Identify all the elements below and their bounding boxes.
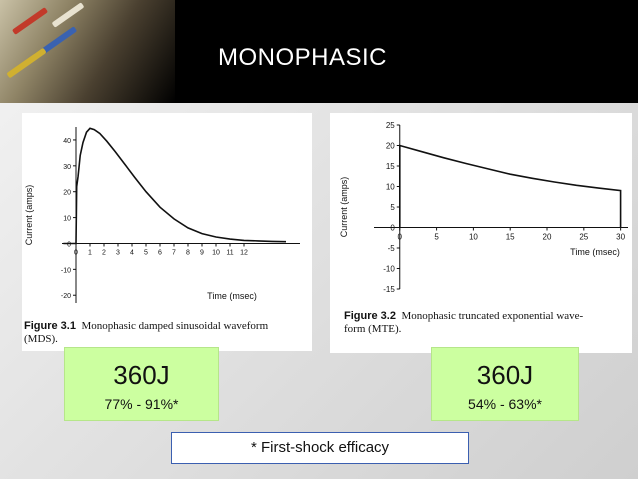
decorative-stripe [51, 2, 85, 28]
y-tick-label: 20 [386, 142, 395, 151]
mte-energy-value: 360J [476, 360, 534, 390]
title-bar: MONOPHASIC [0, 0, 638, 103]
y-tick-label: -5 [388, 244, 396, 253]
x-tick-label: 3 [116, 249, 120, 256]
y-tick-label: -10 [383, 265, 395, 274]
y-ticks: -20 -10 0 10 20 30 40 [61, 138, 76, 300]
decorative-stripe [11, 7, 49, 35]
x-tick-label: 25 [579, 233, 588, 242]
y-tick-label: 10 [63, 216, 71, 223]
x-tick-label: 15 [506, 233, 515, 242]
x-tick-label: 12 [240, 249, 248, 256]
caption-text: Monophasic truncated exponential wave- [401, 310, 584, 322]
x-tick-label: 9 [200, 249, 204, 256]
y-tick-label: 40 [63, 138, 71, 145]
figure-number: Figure 3.2 [344, 310, 396, 322]
x-tick-label: 4 [130, 249, 134, 256]
x-tick-label: 11 [226, 249, 233, 256]
y-tick-label: 10 [386, 183, 395, 192]
caption-text-line2: form (MTE). [344, 323, 402, 335]
y-tick-label: 25 [386, 121, 395, 130]
figure-caption: Figure 3.2 Monophasic truncated exponent… [344, 310, 630, 336]
caption-text: Monophasic damped sinusoidal waveform [81, 320, 269, 332]
mds-energy-box: 360J 77% - 91%* [64, 347, 219, 421]
y-tick-label: 30 [63, 164, 71, 171]
x-tick-label: 8 [186, 249, 190, 256]
y-axis-label: Current (amps) [339, 177, 349, 238]
slide-title: MONOPHASIC [218, 44, 388, 71]
x-tick-label: 20 [543, 233, 552, 242]
x-tick-label: 30 [616, 233, 625, 242]
footnote-text: * First-shock efficacy [250, 439, 390, 456]
x-tick-label: 0 [74, 249, 78, 256]
x-tick-label: 5 [434, 233, 439, 242]
mds-energy-value: 360J [113, 360, 170, 390]
figure-caption: Figure 3.1 Monophasic damped sinusoidal … [24, 320, 310, 346]
x-ticks: 0 1 2 3 4 5 6 7 8 9 10 11 12 [74, 243, 248, 256]
mte-efficacy-range: 54% - 63%* [468, 396, 542, 412]
x-tick-label: 5 [144, 249, 148, 256]
caption-text-line2: (MDS). [24, 333, 58, 345]
x-tick-label: 10 [469, 233, 478, 242]
figure-mte: -15 -10 -5 0 5 10 15 20 25 0 5 10 15 20 25 30 Time (ms… [330, 113, 632, 353]
y-tick-label: 0 [67, 241, 71, 248]
mds-waveform-line [63, 127, 287, 245]
x-tick-label: 2 [102, 249, 106, 256]
x-tick-label: 0 [398, 233, 403, 242]
mte-waveform-line [399, 144, 622, 228]
y-tick-label: 15 [386, 162, 395, 171]
footnote-box: * First-shock efficacy [171, 432, 469, 464]
decorative-medical-image [0, 0, 175, 103]
mte-energy-box: 360J 54% - 63%* [431, 347, 579, 421]
x-tick-label: 7 [172, 249, 176, 256]
y-tick-label: -15 [383, 285, 395, 294]
figure-number: Figure 3.1 [24, 320, 76, 332]
mds-efficacy-range: 77% - 91%* [104, 396, 179, 412]
y-tick-label: -20 [61, 293, 71, 300]
y-tick-label: 0 [390, 224, 395, 233]
x-tick-label: 6 [158, 249, 162, 256]
x-tick-label: 1 [88, 249, 92, 256]
x-ticks: 0 5 10 15 20 25 30 [398, 227, 626, 242]
y-tick-label: 20 [63, 190, 71, 197]
y-tick-label: -10 [61, 267, 71, 274]
y-axis-label: Current (amps) [24, 185, 34, 246]
x-axis-label: Time (msec) [570, 247, 620, 257]
figure-mds: -20 -10 0 10 20 30 40 0 1 2 3 4 5 6 7 8 9 10 11 12 Time (m… [22, 113, 312, 351]
y-tick-label: 5 [390, 203, 395, 212]
x-axis-label: Time (msec) [207, 291, 257, 301]
decorative-stripe [6, 47, 47, 79]
x-tick-label: 10 [212, 249, 220, 256]
